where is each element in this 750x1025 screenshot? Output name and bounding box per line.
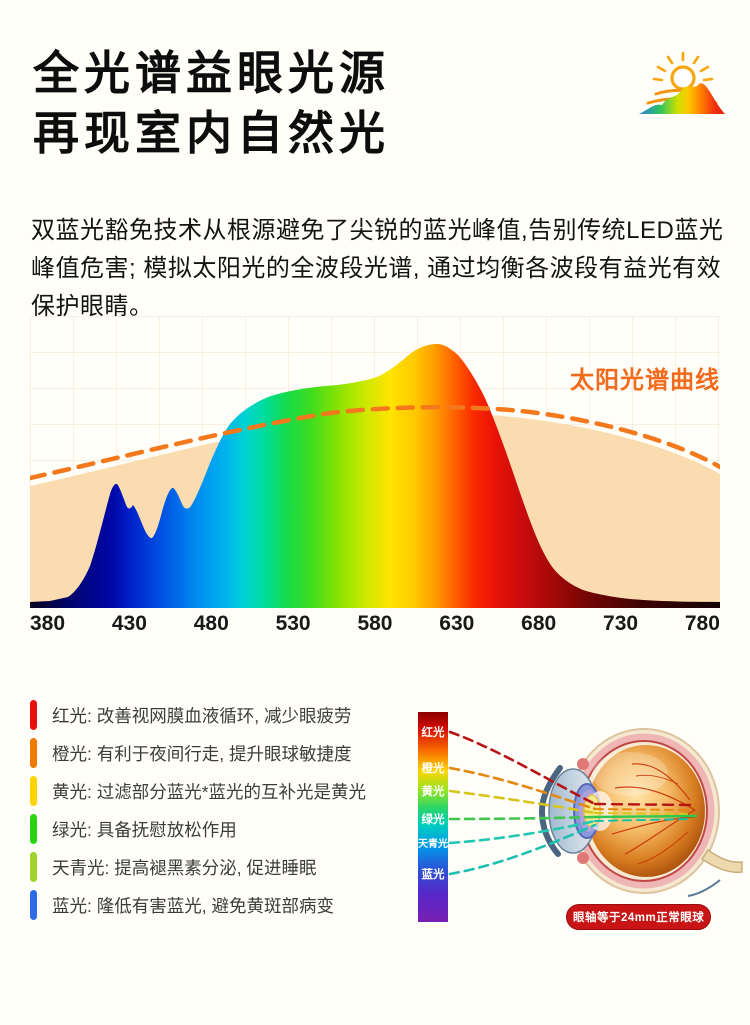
page-title-line2: 再现室内自然光 bbox=[33, 108, 390, 159]
benefit-text: 天青光: 提高褪黑素分泌, 促进睡眠 bbox=[52, 857, 317, 878]
eyeball-illustration bbox=[538, 728, 743, 897]
x-tick: 380 bbox=[30, 612, 66, 635]
bar-label-green: 绿光 bbox=[422, 812, 445, 826]
x-tick: 580 bbox=[357, 612, 393, 635]
spectrum-color-bar bbox=[418, 712, 448, 922]
brand-logo bbox=[636, 50, 728, 123]
green-light-bar bbox=[30, 814, 37, 844]
blue-light-bar bbox=[30, 890, 37, 920]
x-tick: 630 bbox=[439, 612, 475, 635]
list-item: 红光: 改善视网膜血液循环, 减少眼疲劳 bbox=[30, 700, 390, 730]
yellow-light-bar bbox=[30, 776, 37, 806]
bar-label-blue: 蓝光 bbox=[422, 867, 445, 881]
orange-light-bar bbox=[30, 738, 37, 768]
red-light-bar bbox=[30, 700, 37, 730]
benefit-text: 黄光: 过滤部分蓝光*蓝光的互补光是黄光 bbox=[52, 781, 367, 802]
bar-label-yellow: 黄光 bbox=[422, 784, 445, 798]
sun-over-spectrum-mountain-icon bbox=[639, 51, 725, 114]
x-tick: 780 bbox=[684, 612, 720, 635]
benefit-text: 蓝光: 隆低有害蓝光, 避免黄斑部病变 bbox=[52, 895, 334, 916]
x-tick: 480 bbox=[193, 612, 229, 635]
x-tick: 530 bbox=[275, 612, 311, 635]
bar-label-orange: 橙光 bbox=[422, 761, 445, 775]
spectrum-chart: 太阳光谱曲线 bbox=[27, 316, 723, 608]
list-item: 蓝光: 隆低有害蓝光, 避免黄斑部病变 bbox=[30, 890, 390, 920]
benefit-text: 橙光: 有利于夜间行走, 提升眼球敏捷度 bbox=[52, 743, 352, 764]
list-item: 黄光: 过滤部分蓝光*蓝光的互补光是黄光 bbox=[30, 776, 390, 806]
eye-focus-diagram: 红光 橙光 黄光 绿光 天青光 蓝光 bbox=[390, 692, 750, 940]
benefit-text: 绿光: 具备抚慰放松作用 bbox=[52, 819, 237, 840]
list-item: 绿光: 具备抚慰放松作用 bbox=[30, 814, 390, 844]
eye-diagram-canvas: 红光 橙光 黄光 绿光 天青光 蓝光 bbox=[418, 712, 743, 922]
x-tick: 680 bbox=[521, 612, 557, 635]
light-benefits-list: 红光: 改善视网膜血液循环, 减少眼疲劳 橙光: 有利于夜间行走, 提升眼球敏捷… bbox=[30, 700, 390, 928]
sky-cyan-light-bar bbox=[30, 852, 37, 882]
benefit-text: 红光: 改善视网膜血液循环, 减少眼疲劳 bbox=[52, 705, 352, 726]
x-tick: 730 bbox=[603, 612, 639, 635]
bar-label-red: 红光 bbox=[422, 725, 445, 739]
page-title-line1: 全光谱益眼光源 bbox=[33, 48, 390, 99]
light-rays bbox=[448, 730, 698, 876]
page-title: 全光谱益眼光源 再现室内自然光 bbox=[33, 44, 593, 164]
intro-paragraph: 双蓝光豁免技术从根源避免了尖锐的蓝光峰值,告别传统LED蓝光峰值危害; 模拟太阳… bbox=[31, 217, 724, 320]
x-tick: 430 bbox=[111, 612, 147, 635]
eye-axis-badge: 眼轴等于24mm正常眼球 bbox=[566, 904, 712, 930]
x-axis-ticks: 380 430 480 530 580 630 680 730 780 bbox=[30, 612, 720, 636]
solar-curve-label: 太阳光谱曲线 bbox=[570, 367, 720, 394]
spectrum-chart-canvas bbox=[27, 316, 723, 608]
solar-spectrum-dashed-curve bbox=[27, 404, 723, 481]
led-spectrum-area bbox=[30, 344, 720, 608]
list-item: 橙光: 有利于夜间行走, 提升眼球敏捷度 bbox=[30, 738, 390, 768]
list-item: 天青光: 提高褪黑素分泌, 促进睡眠 bbox=[30, 852, 390, 882]
bar-label-skycyan: 天青光 bbox=[418, 837, 448, 850]
